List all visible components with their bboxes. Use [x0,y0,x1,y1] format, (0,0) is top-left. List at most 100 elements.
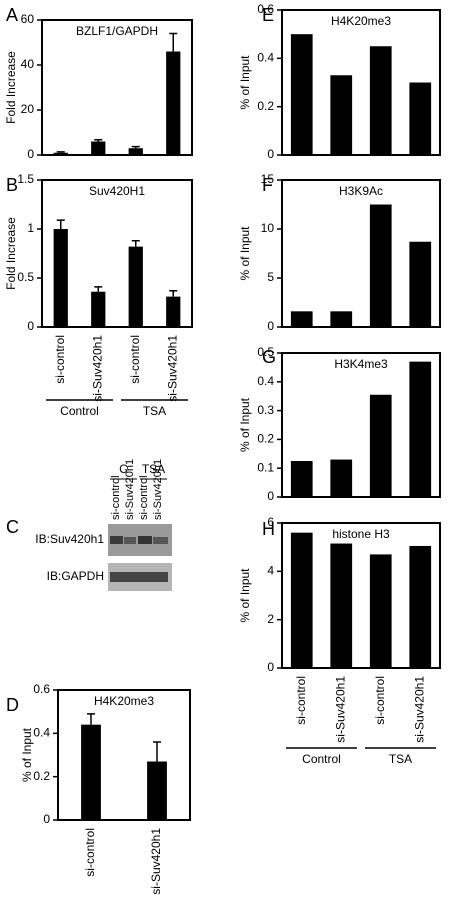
y-axis-label: % of Input [238,568,252,623]
group-label: Control [302,752,341,766]
bar [369,554,392,668]
error-bar [56,219,65,229]
y-tick-label: 0.5 [257,345,274,359]
y-axis-label: % of Input [238,226,252,281]
group-label: TSA [142,462,165,476]
chart-title: histone H3 [332,527,390,541]
panel-letter: G [262,347,276,367]
bar [290,532,313,668]
bar [409,82,432,155]
y-tick-label: 0.3 [257,403,274,417]
y-tick-label: 4 [267,564,274,578]
x-tick-label: si-Suv420h1 [333,676,347,743]
chart-title: H3K9Ac [339,184,383,198]
y-tick-label: 0 [267,660,274,674]
y-axis-label: Fold Increase [4,51,18,124]
y-tick-label: 0 [43,812,50,826]
bar [128,246,143,327]
x-tick-label: si-control [128,335,142,384]
x-tick-label: si-Suv420h1 [149,828,163,895]
y-tick-label: 1.5 [17,172,34,186]
y-tick-label: 0.2 [33,769,50,783]
y-tick-label: 0.4 [257,51,274,65]
bar [53,229,68,327]
group-label: Control [60,404,99,418]
y-tick-label: 10 [261,221,275,235]
bar [330,543,353,668]
y-tick-label: 0 [267,147,274,161]
x-tick-label: si-Suv420h1 [412,676,426,743]
plot-frame [57,689,191,821]
y-tick-label: 0 [27,319,34,333]
y-axis-label: % of Input [20,727,34,782]
plot-frame [281,352,441,498]
error-bar [169,289,178,297]
y-axis-label: % of Input [238,397,252,452]
y-tick-label: 15 [261,172,275,186]
bar [409,241,432,327]
y-tick-label: 0.5 [17,270,34,284]
group-label: TSA [389,752,412,766]
error-bar [87,713,95,725]
error-bar [56,151,65,153]
y-tick-label: 2 [267,612,274,626]
y-tick-label: 60 [21,12,35,26]
y-tick-label: 5 [267,270,274,284]
y-tick-label: 0 [267,489,274,503]
plot-frame [281,9,441,156]
error-bar [153,741,161,762]
bar [369,46,392,155]
y-axis-label: % of Input [238,55,252,110]
panel-letter: A [6,5,18,25]
lane-label: si-control [138,475,150,520]
x-tick-label: si-Suv420h1 [90,335,104,402]
y-tick-label: 0 [27,147,34,161]
bar [290,461,313,497]
blot-band [153,537,168,544]
y-tick-label: 0.4 [33,726,50,740]
y-tick-label: 1 [27,221,34,235]
blot-band [124,537,136,544]
blot-band [138,536,152,544]
panel-letter: C [6,517,19,537]
y-axis-label: Fold Increase [4,217,18,290]
bar [409,545,432,668]
bar [53,152,68,155]
plot-frame [281,179,441,328]
blot-band [110,572,168,582]
row-label: IB:Suv420h1 [35,532,104,546]
plot-frame [281,522,441,669]
chart-title: Suv420H1 [89,184,145,198]
y-tick-label: 0.1 [257,460,274,474]
panel-letter: E [262,5,274,25]
bar [166,296,181,327]
y-tick-label: 6 [267,515,274,529]
error-bar [94,286,103,292]
x-tick-label: si-control [83,828,97,877]
bar [128,148,143,155]
plot-frame [41,19,193,156]
row-label: IB:GAPDH [47,569,104,583]
y-tick-label: 0.2 [257,432,274,446]
lane-label: si-Suv420h1 [152,459,164,520]
bar [166,51,181,155]
panel-letter: F [262,175,273,195]
chart-title: H4K20me3 [331,14,391,28]
blot-band [110,536,123,544]
x-tick-label: si-control [373,676,387,725]
y-tick-label: 0.6 [33,682,50,696]
y-tick-label: 0 [267,319,274,333]
group-label: C [119,462,128,476]
bar [81,724,101,820]
bar [330,311,353,327]
chart-title: H3K4me3 [334,357,388,371]
bar [369,394,392,497]
plot-frame [41,179,193,328]
y-tick-label: 0.2 [257,99,274,113]
bar [290,34,313,155]
group-label: TSA [143,404,166,418]
error-bar [131,145,140,149]
error-bar [169,32,178,52]
x-tick-label: si-Suv420h1 [165,335,179,402]
